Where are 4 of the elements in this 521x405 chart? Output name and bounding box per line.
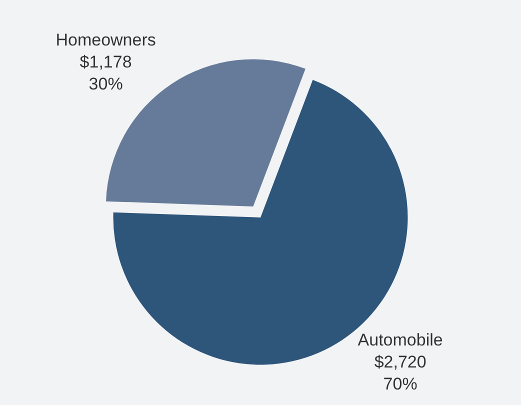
slice-label: Homeowners (56, 30, 156, 50)
data-label: $2,720 70% (374, 352, 426, 394)
data-label: $1,178 30% (80, 52, 132, 94)
slice-label: Automobile (358, 330, 443, 350)
